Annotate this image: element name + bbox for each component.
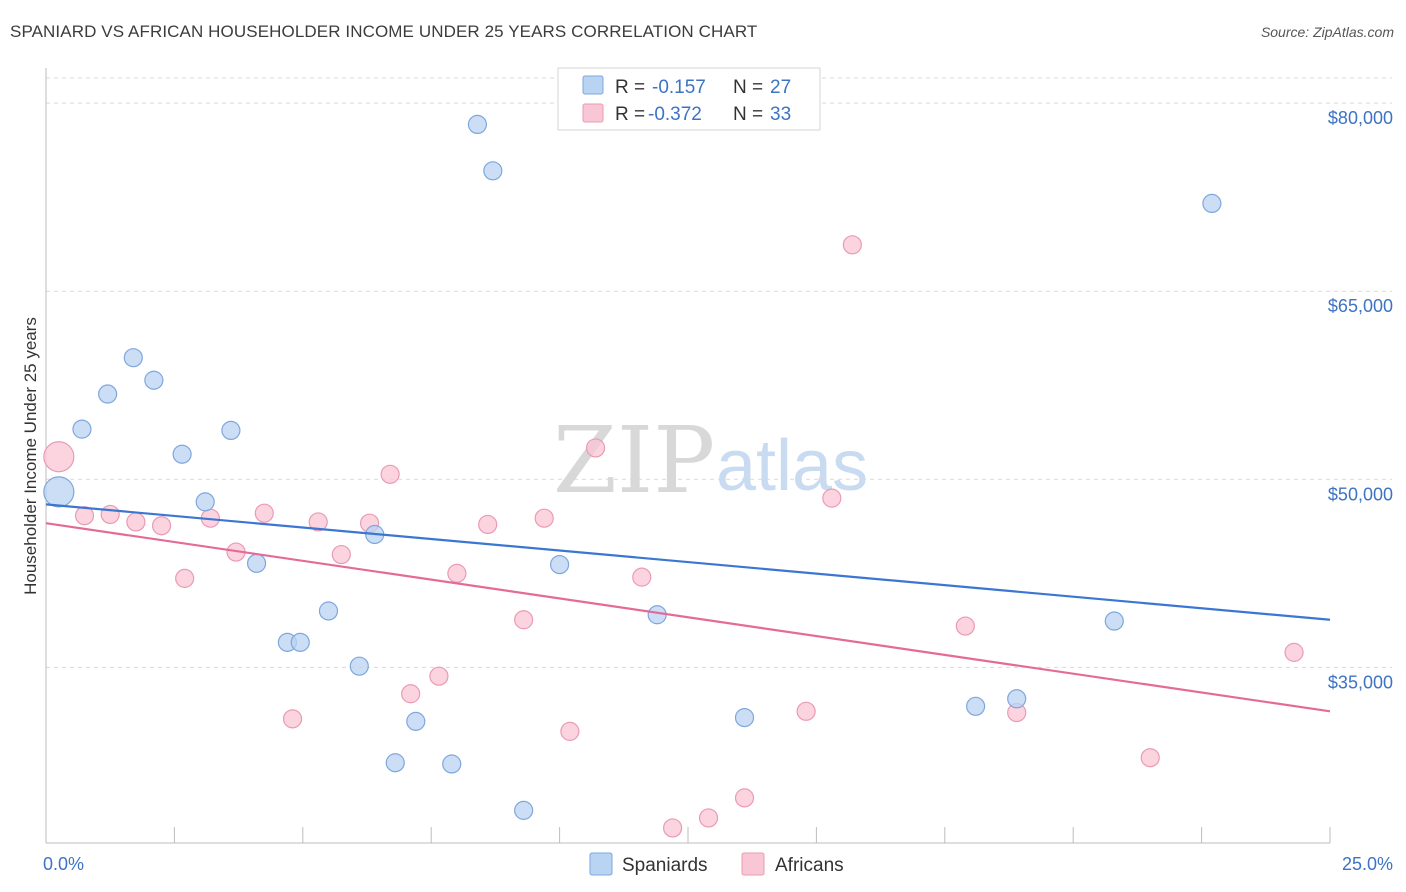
- bottom-legend-africans: Africans: [775, 855, 844, 876]
- africans-point-2: [100, 504, 120, 525]
- stats-legend: R = -0.157 N = 27 R = -0.372 N = 33: [557, 67, 821, 131]
- spaniards-point-22: [734, 707, 755, 728]
- africans-point-27: [822, 488, 842, 508]
- africans-point-0: [43, 441, 75, 473]
- spaniards-point-11: [318, 601, 339, 621]
- spaniards-point-4: [144, 370, 164, 390]
- africans-point-26: [796, 701, 816, 721]
- legend-swatch-spaniards: [582, 75, 604, 95]
- spaniards-point-18: [483, 161, 503, 181]
- y-tick-label-2: $65,000: [1328, 296, 1393, 316]
- legend-swatch-africans: [582, 103, 604, 123]
- africans-point-17: [478, 514, 498, 535]
- trend-lines: [45, 503, 1331, 713]
- source-note: Source: ZipAtlas.com: [1260, 24, 1394, 40]
- africans-point-5: [175, 568, 195, 588]
- africans-point-4: [151, 516, 172, 536]
- africans-trend-line: [45, 522, 1331, 713]
- legend-r-label-spaniards: R =: [615, 77, 645, 98]
- africans-point-20: [560, 721, 580, 741]
- africans-point-22: [632, 567, 652, 587]
- spaniards-point-20: [549, 554, 570, 575]
- spaniards-point-14: [385, 753, 405, 773]
- x-tick-label-max: 25.0%: [1342, 854, 1393, 874]
- africans-point-13: [380, 464, 400, 484]
- legend-n-label-africans: N =: [733, 104, 763, 125]
- africans-point-23: [662, 818, 683, 838]
- series-legend: Spaniards Africans: [589, 852, 844, 876]
- spaniards-point-25: [1104, 611, 1124, 631]
- africans-point-16: [447, 563, 467, 583]
- africans-points: [43, 235, 1304, 838]
- grid-lines: [46, 77, 1392, 668]
- legend-r-label-africans: R =: [615, 104, 645, 125]
- spaniards-point-6: [195, 492, 215, 512]
- spaniards-points: [43, 114, 1222, 820]
- bottom-swatch-spaniards: [589, 852, 613, 876]
- spaniards-point-17: [467, 114, 488, 135]
- y-tick-label-0: $35,000: [1328, 672, 1393, 692]
- spaniards-point-5: [172, 444, 192, 464]
- spaniards-point-1: [72, 419, 92, 439]
- spaniards-point-8: [246, 553, 267, 573]
- spaniards-point-16: [442, 754, 462, 774]
- africans-point-11: [331, 544, 351, 565]
- spaniards-point-3: [123, 348, 143, 368]
- spaniards-trend-line: [45, 503, 1331, 621]
- spaniards-point-23: [966, 696, 986, 716]
- spaniards-point-15: [406, 711, 426, 731]
- legend-n-label-spaniards: N =: [733, 77, 763, 98]
- africans-point-1: [74, 506, 95, 526]
- africans-point-8: [254, 503, 274, 523]
- spaniards-point-7: [221, 420, 241, 441]
- africans-point-25: [734, 788, 755, 808]
- spaniards-point-24: [1007, 689, 1027, 709]
- africans-point-29: [955, 616, 975, 636]
- africans-point-32: [1284, 642, 1304, 662]
- legend-n-value-spaniards: 27: [770, 77, 791, 98]
- spaniards-point-26: [1202, 193, 1222, 214]
- legend-r-value-africans: -0.372: [648, 104, 702, 125]
- africans-point-28: [842, 235, 862, 255]
- y-tick-label-3: $80,000: [1328, 108, 1393, 128]
- africans-point-21: [585, 438, 606, 458]
- legend-n-value-africans: 33: [770, 104, 791, 125]
- chart-title: SPANIARD VS AFRICAN HOUSEHOLDER INCOME U…: [10, 22, 758, 41]
- spaniards-point-2: [98, 384, 118, 404]
- bottom-legend-spaniards: Spaniards: [622, 855, 708, 876]
- watermark: ZIP atlas: [553, 407, 868, 514]
- watermark-atlas: atlas: [716, 426, 868, 506]
- africans-point-9: [282, 709, 303, 729]
- africans-point-31: [1140, 748, 1160, 768]
- bottom-swatch-africans: [741, 852, 765, 876]
- spaniards-point-0: [43, 476, 75, 508]
- watermark-zip: ZIP: [553, 407, 715, 514]
- x-tick-label-min: 0.0%: [43, 854, 84, 874]
- africans-point-18: [514, 610, 534, 630]
- africans-point-14: [401, 684, 421, 704]
- africans-point-15: [429, 666, 449, 686]
- africans-point-10: [308, 512, 328, 532]
- africans-point-19: [534, 508, 554, 528]
- spaniards-point-10: [290, 632, 310, 652]
- y-axis-label: Householder Income Under 25 years: [21, 317, 40, 595]
- legend-r-value-spaniards: -0.157: [652, 77, 706, 98]
- africans-point-3: [126, 512, 146, 532]
- spaniards-point-19: [514, 800, 534, 820]
- y-tick-label-1: $50,000: [1328, 484, 1393, 504]
- spaniards-point-12: [349, 656, 369, 676]
- africans-point-24: [698, 808, 719, 828]
- y-tick-labels: $35,000 $50,000 $65,000 $80,000: [1328, 108, 1393, 692]
